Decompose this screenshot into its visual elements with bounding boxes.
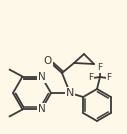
Text: F: F	[88, 74, 94, 83]
Text: N: N	[38, 72, 45, 82]
Text: F: F	[106, 74, 112, 83]
Text: F: F	[97, 64, 103, 72]
Text: N: N	[66, 88, 74, 98]
Text: N: N	[38, 105, 45, 114]
Text: O: O	[44, 56, 52, 66]
